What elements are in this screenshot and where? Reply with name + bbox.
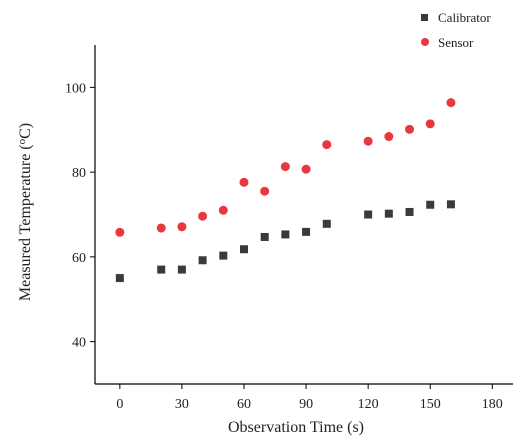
sensor-point — [405, 124, 415, 134]
legend-calibrator-label: Calibrator — [438, 10, 491, 25]
y-tick-label: 80 — [72, 166, 86, 181]
y-axis-title-sup: o — [16, 138, 28, 144]
tick-labels: 0 30 60 90 120 150 180 40 60 80 100 — [65, 81, 503, 412]
x-tick-label: 0 — [116, 397, 123, 412]
sensor-point — [115, 227, 125, 237]
sensor-point — [239, 177, 249, 187]
y-axis-title: Measured Temperature (oC) — [16, 123, 34, 301]
sensor-point — [363, 136, 373, 146]
x-tick-label: 150 — [420, 397, 441, 412]
x-tick-label: 120 — [358, 397, 379, 412]
sensor-point — [156, 223, 166, 233]
sensor-point — [280, 162, 290, 172]
data-points — [115, 98, 456, 283]
x-tick-label: 60 — [237, 397, 251, 412]
calibrator-point — [322, 219, 331, 228]
calibrator-point — [260, 232, 269, 241]
sensor-point — [446, 98, 456, 108]
sensor-point — [218, 205, 228, 215]
legend-sensor-marker — [421, 38, 429, 46]
calibrator-point — [281, 230, 290, 239]
sensor-point — [177, 222, 187, 232]
x-tick-label: 180 — [482, 397, 503, 412]
calibrator-point — [157, 265, 166, 274]
y-tick-label: 100 — [65, 81, 86, 96]
legend-sensor-label: Sensor — [438, 35, 474, 50]
sensor-point — [425, 119, 435, 129]
calibrator-point — [426, 200, 435, 209]
calibrator-point — [198, 256, 207, 265]
calibrator-point — [405, 207, 414, 216]
y-tick-label: 60 — [72, 251, 86, 266]
calibrator-point — [302, 227, 311, 236]
x-axis-title: Observation Time (s) — [228, 419, 364, 436]
legend-calibrator-marker — [421, 14, 428, 21]
y-axis-title-main: Measured Temperature ( — [17, 144, 34, 301]
calibrator-point — [446, 200, 455, 209]
sensor-point — [198, 211, 208, 221]
y-axis-title-tail: C) — [17, 123, 34, 139]
axes — [94, 45, 513, 385]
calibrator-point — [384, 209, 393, 218]
y-tick-label: 40 — [72, 336, 86, 351]
tick-marks — [90, 86, 493, 389]
calibrator-point — [219, 251, 228, 260]
calibrator-point — [239, 245, 248, 254]
sensor-point — [384, 132, 394, 142]
x-tick-label: 30 — [175, 397, 189, 412]
calibrator-point — [177, 265, 186, 274]
sensor-point — [322, 140, 332, 150]
sensor-point — [260, 186, 270, 196]
calibrator-point — [364, 210, 373, 219]
sensor-point — [301, 164, 311, 174]
legend: Calibrator Sensor — [421, 10, 491, 50]
x-tick-label: 90 — [299, 397, 313, 412]
calibrator-point — [115, 274, 124, 283]
